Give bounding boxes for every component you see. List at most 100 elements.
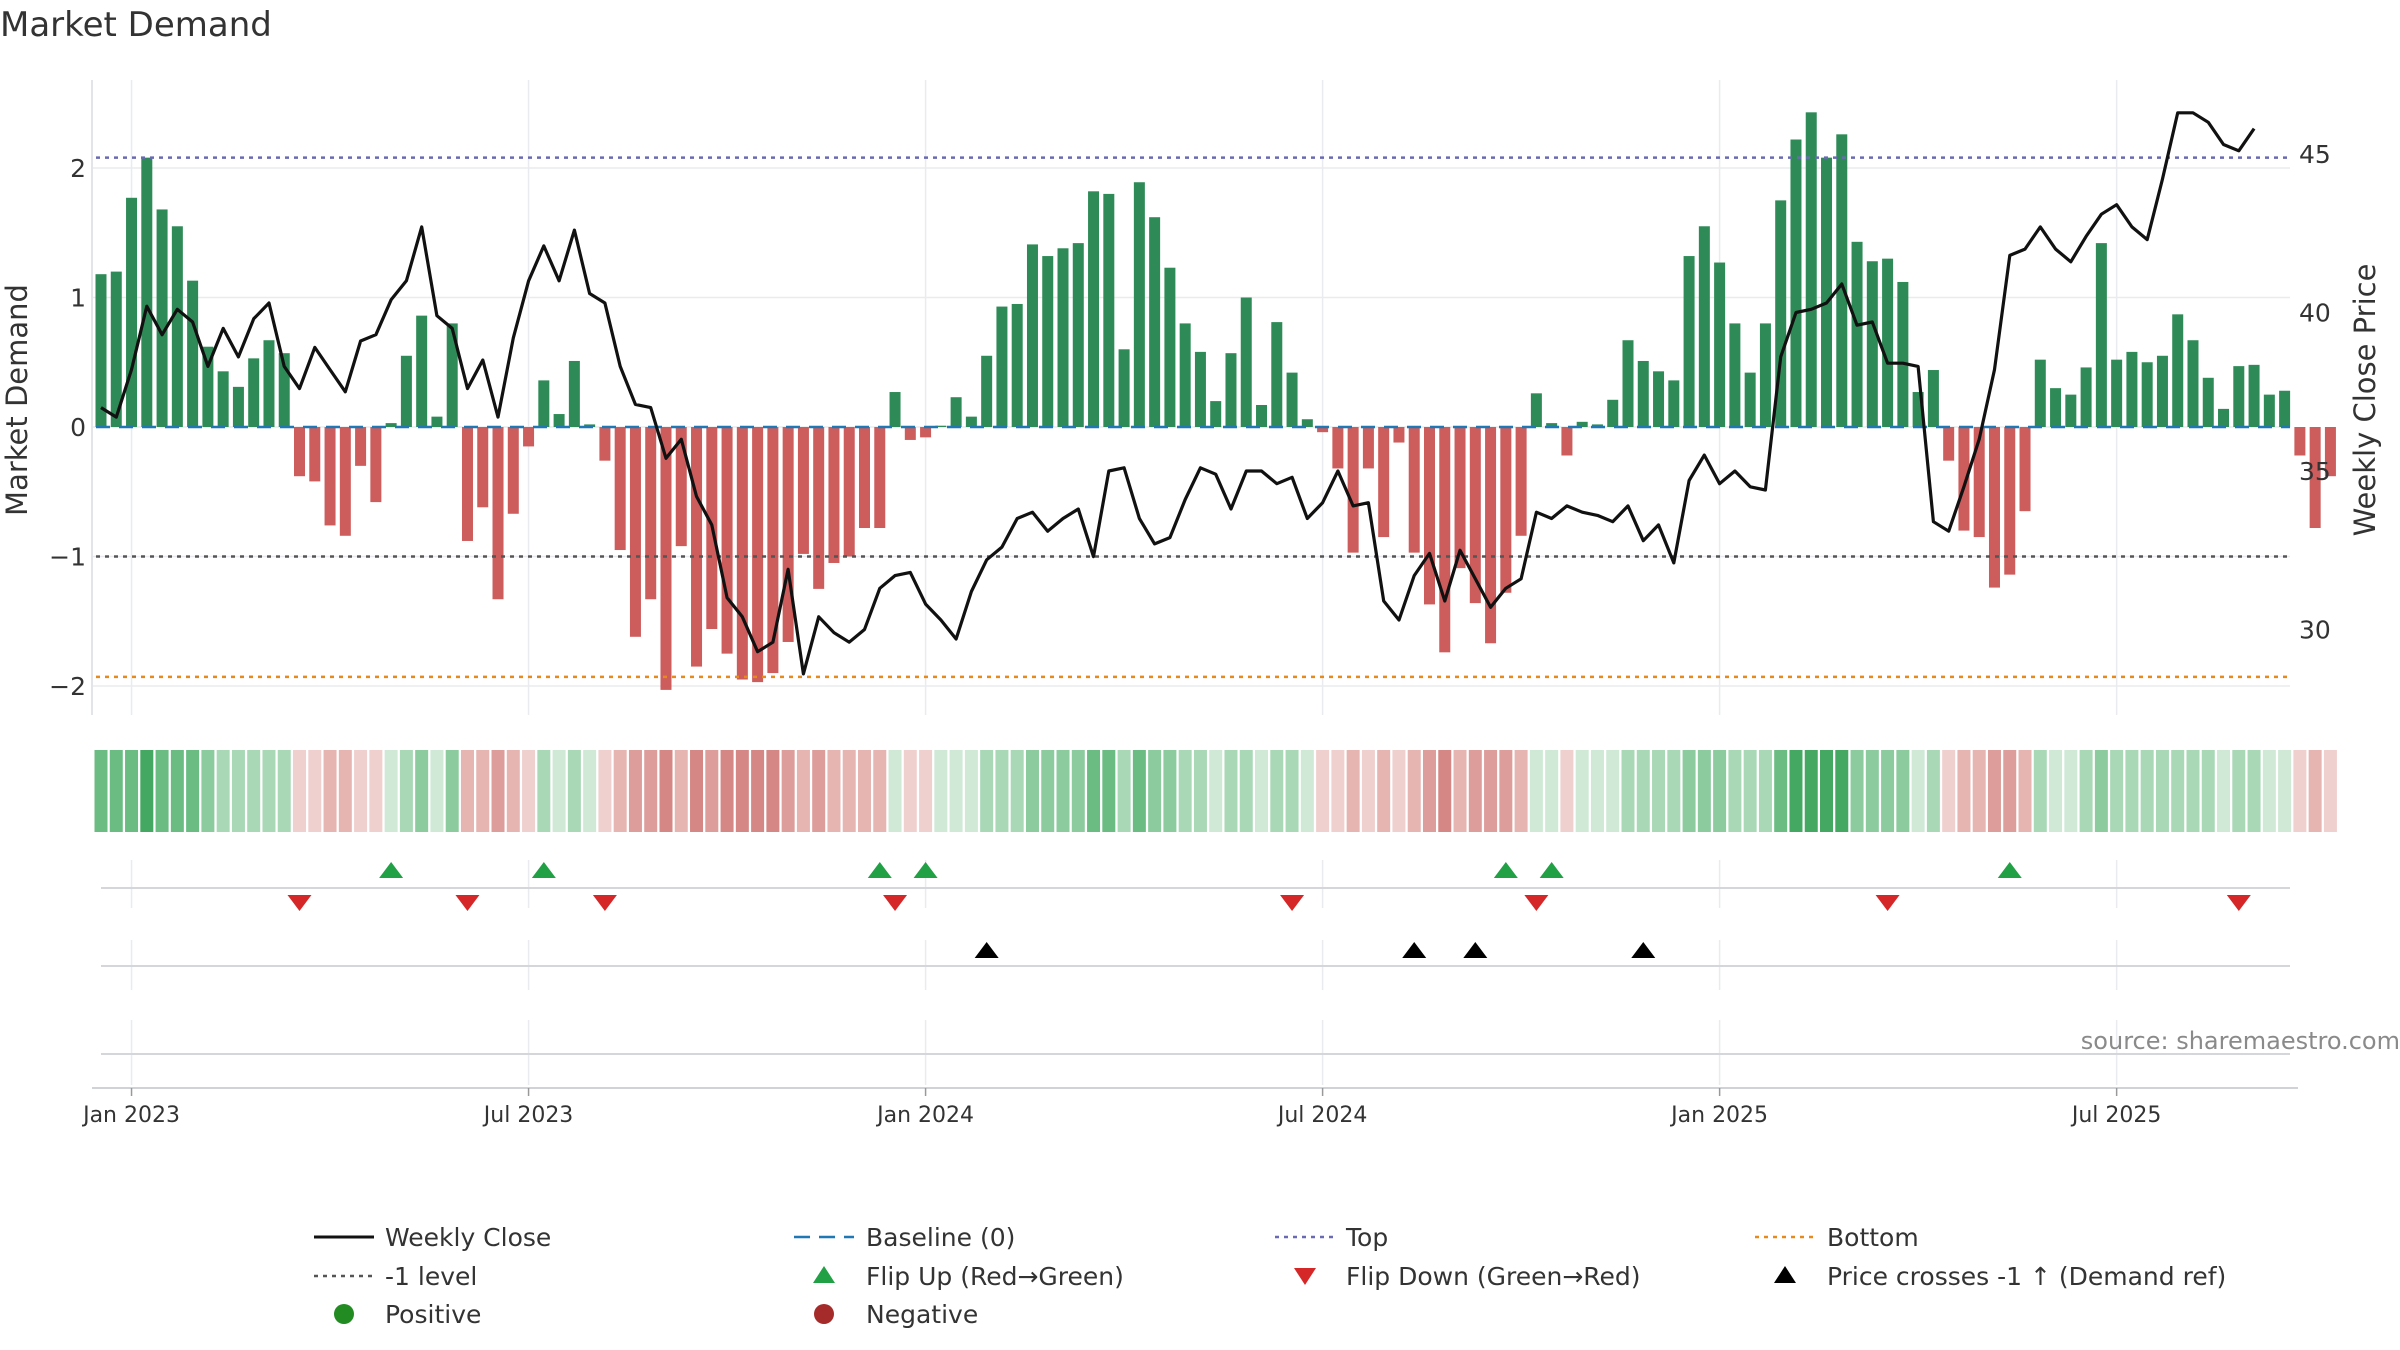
source-watermark: source: sharemaestro.com [2081, 1027, 2400, 1055]
strip-cell [186, 750, 200, 832]
legend-label-baseline: Baseline (0) [866, 1223, 1015, 1252]
legend-swatch-flip-down [1294, 1268, 1316, 1285]
weekly-close-line [100, 111, 2256, 676]
strip-cell [1300, 750, 1314, 832]
demand-bar [2095, 243, 2107, 427]
strip-cell [567, 750, 581, 832]
demand-bar [981, 355, 993, 427]
strip-cell [2003, 750, 2017, 832]
strip-cell [2247, 750, 2261, 832]
demand-bar [2080, 367, 2092, 427]
demand-bar [950, 397, 962, 427]
demand-bar [1927, 370, 1939, 427]
strip-cell [735, 750, 749, 832]
strip-cell [1667, 750, 1681, 832]
strip-cell [522, 750, 536, 832]
demand-bar [538, 380, 550, 427]
strip-cell [1804, 750, 1818, 832]
y-tick-label: 0 [70, 413, 86, 442]
strip-cell [1346, 750, 1360, 832]
demand-bar [614, 427, 626, 551]
demand-bar [523, 427, 535, 447]
demand-bar [1622, 340, 1634, 427]
legend: Weekly Close -1 level Positive Baseline … [314, 1223, 2226, 1329]
strip-cell [308, 750, 322, 832]
strip-cell [1377, 750, 1391, 832]
demand-bar [2248, 364, 2260, 427]
demand-bar [1530, 393, 1542, 427]
strip-cell [354, 750, 368, 832]
strip-cell [1697, 750, 1711, 832]
demand-bar [202, 346, 214, 427]
strip-cell [1560, 750, 1574, 832]
demand-bar [874, 427, 886, 529]
demand-bar [248, 358, 260, 427]
axis-layer [91, 80, 2298, 1089]
legend-item-flip-up: Flip Up (Red→Green) [813, 1262, 1124, 1291]
demand-bar [1256, 404, 1268, 427]
strip-cell [1911, 750, 1925, 832]
strip-cell [1193, 750, 1207, 832]
strip-cell [445, 750, 459, 832]
demand-bar [2050, 388, 2062, 427]
demand-bar [2126, 351, 2138, 427]
strip-cell [1728, 750, 1742, 832]
strip-cell [2155, 750, 2169, 832]
strip-cell [1041, 750, 1055, 832]
strip-cell [1071, 750, 1085, 832]
grid-layer [92, 80, 2290, 1085]
strip-cell [613, 750, 627, 832]
demand-bar [400, 355, 412, 427]
strip-cell [1148, 750, 1162, 832]
x-tick-label: Jan 2024 [875, 1103, 974, 1128]
strip-cell [644, 750, 658, 832]
demand-bar [843, 427, 855, 557]
strip-cell [1438, 750, 1452, 832]
demand-bar [2141, 362, 2153, 427]
strip-cell [2186, 750, 2200, 832]
demand-bar [385, 423, 397, 427]
legend-item-baseline: Baseline (0) [794, 1223, 1015, 1252]
demand-bar [2309, 427, 2321, 529]
demand-bar [431, 416, 443, 427]
demand-bar [1775, 200, 1787, 427]
strip-cell [583, 750, 597, 832]
strip-cell [1820, 750, 1834, 832]
strip-cell [1881, 750, 1895, 832]
demand-bar [1011, 303, 1023, 427]
demand-bar [507, 427, 519, 514]
strip-cell [2110, 750, 2124, 832]
strip-cell [1392, 750, 1406, 832]
demand-bar [1683, 256, 1695, 427]
strip-cell [216, 750, 230, 832]
demand-bar [1668, 380, 1680, 427]
strip-cell [1102, 750, 1116, 832]
strip-cell [1865, 750, 1879, 832]
flip-up-marker [1997, 862, 2022, 878]
strip-cell [2262, 750, 2276, 832]
strip-cell [1774, 750, 1788, 832]
price-cross-marker [1631, 942, 1656, 958]
demand-bar [1485, 427, 1497, 644]
legend-label-minus-one: -1 level [385, 1262, 477, 1291]
legend-swatch-negative [814, 1304, 834, 1324]
flip-up-marker [531, 862, 556, 878]
demand-bar [217, 371, 229, 427]
strip-cell [1025, 750, 1039, 832]
demand-bar [1653, 371, 1665, 427]
demand-bar [859, 427, 870, 529]
demand-bar [1729, 323, 1741, 427]
strip-cell [552, 750, 566, 832]
demand-bar [1790, 139, 1802, 427]
signal-markers [287, 862, 2251, 958]
strip-cell [2125, 750, 2139, 832]
demand-bar [95, 274, 107, 427]
demand-bar [141, 157, 153, 427]
demand-bar [309, 427, 321, 482]
strip-cell [888, 750, 902, 832]
strip-cell [2323, 750, 2337, 832]
y2-tick-label: 30 [2299, 616, 2331, 645]
demand-bar [1759, 323, 1771, 427]
strip-cell [1224, 750, 1238, 832]
demand-bar [2263, 394, 2275, 427]
